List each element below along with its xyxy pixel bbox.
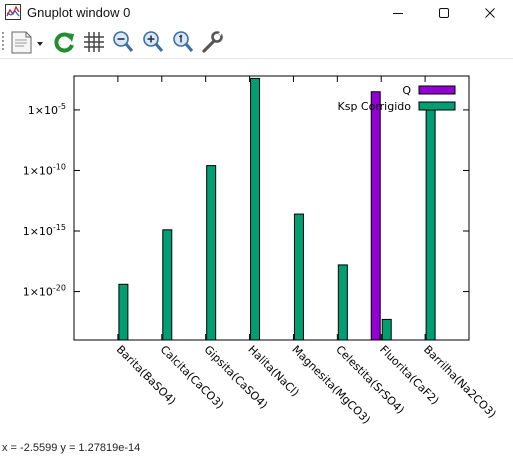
maximize-icon — [439, 8, 449, 18]
maximize-button[interactable] — [421, 0, 467, 26]
bar-ksp-1 — [162, 229, 173, 341]
bar-ksp-0 — [118, 283, 129, 341]
gnuplot-app-icon — [5, 4, 21, 20]
replot-icon — [54, 32, 74, 53]
legend-swatch — [418, 101, 456, 111]
bar-ksp-7 — [425, 102, 436, 341]
window-title: Gnuplot window 0 — [27, 5, 131, 20]
xtick-label: Magnesita(MgCO3) — [289, 343, 373, 427]
ytick-label: 1×10-5 — [28, 102, 66, 117]
autoscale-button[interactable] — [170, 29, 196, 55]
bar-ksp-5 — [337, 264, 348, 341]
xtick-label: Barrilha(Na2CO3) — [421, 343, 499, 421]
legend-label: Ksp Corrigido — [338, 100, 412, 113]
zoom-previous-icon — [113, 31, 134, 52]
zoom-next-button[interactable] — [140, 29, 166, 55]
minimize-icon — [393, 13, 403, 14]
toolbar — [0, 26, 513, 59]
legend-label: Q — [402, 84, 411, 97]
zoom-previous-button[interactable] — [110, 29, 136, 55]
legend-swatch — [418, 85, 456, 95]
status-bar: x = -2.5599 y = 1.27819e-14 — [0, 441, 513, 456]
grid-button[interactable] — [81, 29, 107, 55]
options-wrench-icon — [202, 31, 223, 53]
minimize-button[interactable] — [375, 0, 421, 26]
title-bar: Gnuplot window 0 — [0, 0, 513, 26]
toolbar-grip — [2, 32, 4, 52]
copy-print-button[interactable] — [8, 29, 46, 55]
ytick-label: 1×10-20 — [23, 284, 66, 299]
close-icon — [485, 8, 495, 18]
ytick-label: 1×10-10 — [23, 162, 66, 177]
grid-icon — [84, 32, 104, 52]
options-button[interactable] — [200, 29, 226, 55]
plot-frame — [73, 75, 470, 341]
bar-ksp-6 — [381, 318, 392, 341]
plot-area[interactable]: 1×10-20 1×10-15 1×10-10 1×10-5 Barita(BaSO4)… — [0, 59, 513, 441]
copy-print-icon — [11, 31, 43, 54]
bar-chart: 1×10-201×10-151×10-101×10-5Barita(BaSO4)… — [23, 75, 499, 427]
bar-q-6 — [370, 91, 381, 341]
bar-ksp-3 — [250, 77, 261, 341]
replot-button[interactable] — [51, 29, 77, 55]
ytick-label: 1×10-15 — [23, 223, 66, 238]
bar-ksp-2 — [206, 165, 217, 341]
autoscale-icon — [173, 31, 194, 52]
zoom-next-icon — [143, 31, 164, 52]
bar-ksp-4 — [293, 213, 304, 341]
close-button[interactable] — [467, 0, 513, 26]
